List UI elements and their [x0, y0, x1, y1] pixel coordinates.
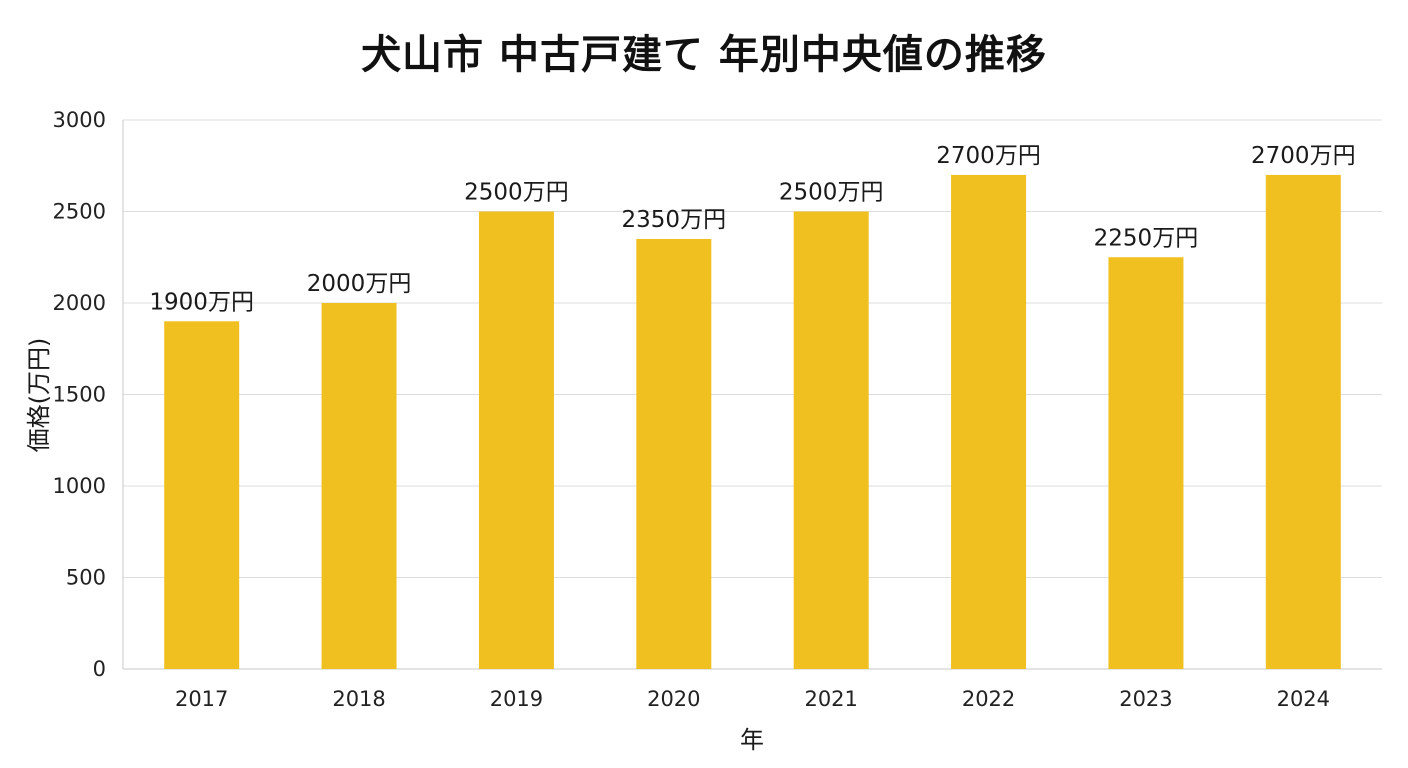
x-tick-label: 2017 — [175, 687, 228, 711]
x-tick-label: 2018 — [332, 687, 385, 711]
data-label-2024: 2700万円 — [1251, 143, 1356, 169]
data-label-2020: 2350万円 — [622, 207, 727, 233]
data-label-2022: 2700万円 — [936, 143, 1041, 169]
x-tick-labels: 2017 2018 2019 2020 2021 2022 2023 2024 — [175, 687, 1330, 711]
data-label-2019: 2500万円 — [464, 180, 569, 206]
bar-2020 — [636, 238, 712, 669]
y-tick-label: 3000 — [53, 108, 106, 132]
y-axis-title: 価格(万円) — [25, 338, 53, 453]
bar-2017 — [164, 321, 240, 669]
y-tick-label: 2000 — [53, 291, 106, 315]
bar-2021 — [793, 211, 869, 669]
x-tick-label: 2019 — [490, 687, 543, 711]
y-tick-labels: 0 500 1000 1500 2000 2500 3000 — [53, 108, 106, 681]
x-tick-label: 2023 — [1119, 687, 1172, 711]
y-tick-label: 0 — [93, 657, 106, 681]
y-tick-label: 1000 — [53, 474, 106, 498]
x-tick-label: 2022 — [962, 687, 1015, 711]
chart-title: 犬山市 中古戸建て 年別中央値の推移 — [361, 32, 1047, 78]
x-axis-title: 年 — [740, 726, 764, 754]
data-label-2021: 2500万円 — [779, 180, 884, 206]
data-label-2018: 2000万円 — [307, 271, 412, 297]
data-label-2017: 1900万円 — [149, 289, 254, 315]
bar-2022 — [951, 174, 1027, 669]
bar-2024 — [1265, 174, 1341, 669]
x-tick-label: 2024 — [1277, 687, 1330, 711]
bar-2018 — [321, 303, 397, 669]
data-label-2023: 2250万円 — [1094, 225, 1199, 251]
y-tick-label: 500 — [66, 566, 106, 590]
y-tick-label: 1500 — [53, 383, 106, 407]
y-tick-label: 2500 — [53, 200, 106, 224]
bar-2019 — [478, 211, 554, 669]
x-tick-label: 2020 — [647, 687, 700, 711]
bar-2023 — [1108, 257, 1184, 669]
x-tick-label: 2021 — [804, 687, 857, 711]
bars — [164, 174, 1341, 669]
data-labels: 1900万円 2000万円 2500万円 2350万円 2500万円 2700万円 2250… — [149, 143, 1355, 315]
grid-lines — [122, 119, 1382, 670]
